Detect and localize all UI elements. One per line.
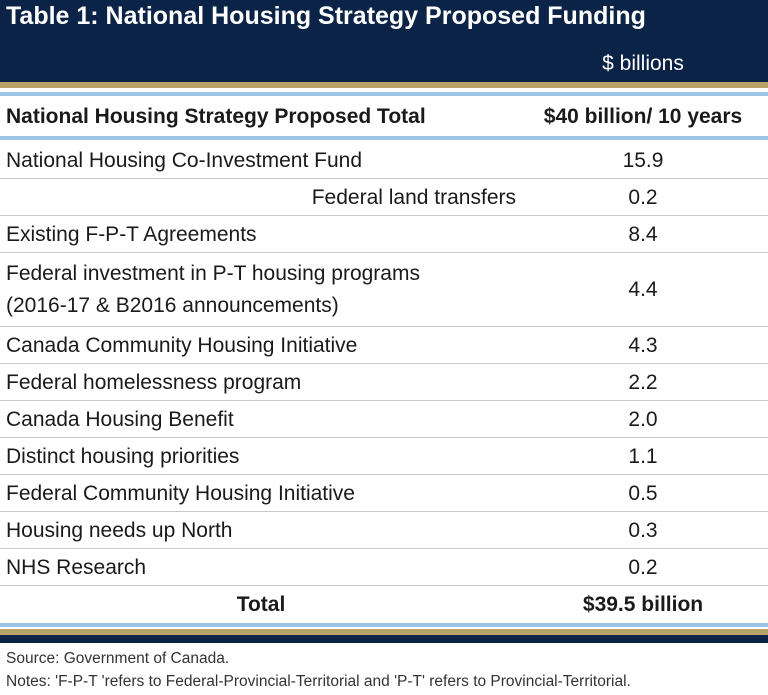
row-value: 4.3 bbox=[628, 333, 658, 357]
total-label: Total bbox=[236, 592, 286, 616]
footer-band bbox=[0, 635, 768, 643]
row-divider bbox=[0, 400, 768, 401]
row-divider bbox=[0, 511, 768, 512]
row-divider bbox=[0, 178, 768, 179]
total-value: $39.5 billion bbox=[582, 592, 704, 616]
title: Table 1: National Housing Strategy Propo… bbox=[6, 2, 646, 30]
row-label: Federal investment in P-T housing progra… bbox=[6, 262, 420, 317]
column-header: National Housing Strategy Proposed Total bbox=[6, 105, 426, 128]
row-label: Distinct housing priorities bbox=[6, 444, 240, 468]
row-value: 2.2 bbox=[628, 370, 658, 394]
gold-stripe bbox=[0, 629, 768, 635]
row-value: 0.5 bbox=[628, 481, 658, 505]
row-value: 8.4 bbox=[628, 222, 658, 246]
row-divider bbox=[0, 548, 768, 549]
column-header: $40 billion/ 10 years bbox=[543, 105, 743, 128]
unit-label: $ billions bbox=[602, 52, 684, 75]
row-divider bbox=[0, 363, 768, 364]
blue-stripe bbox=[0, 92, 768, 96]
blue-stripe bbox=[0, 136, 768, 140]
row-label: NHS Research bbox=[6, 555, 147, 579]
row-label: Canada Community Housing Initiative bbox=[6, 333, 358, 357]
row-label: Federal land transfers bbox=[311, 185, 516, 209]
blue-stripe bbox=[0, 623, 768, 627]
row-value: 15.9 bbox=[622, 148, 664, 172]
row-label: Canada Housing Benefit bbox=[6, 407, 234, 431]
source-note: Source: Government of Canada. bbox=[6, 650, 230, 667]
gold-stripe bbox=[0, 82, 768, 88]
row-label: Federal homelessness program bbox=[6, 370, 302, 394]
row-divider bbox=[0, 474, 768, 475]
row-divider bbox=[0, 252, 768, 253]
row-value: 0.3 bbox=[628, 518, 658, 542]
row-divider bbox=[0, 326, 768, 327]
row-value: 0.2 bbox=[628, 555, 658, 579]
row-value: 2.0 bbox=[628, 407, 658, 431]
row-divider bbox=[0, 437, 768, 438]
row-value: 4.4 bbox=[628, 278, 658, 301]
row-value: 1.1 bbox=[628, 444, 658, 468]
row-label: Housing needs up North bbox=[6, 518, 233, 542]
row-divider bbox=[0, 585, 768, 586]
footnote: Notes: 'F-P-T 'refers to Federal-Provinc… bbox=[6, 673, 631, 690]
row-divider bbox=[0, 215, 768, 216]
row-label: Federal Community Housing Initiative bbox=[6, 481, 355, 505]
row-value: 0.2 bbox=[628, 185, 658, 209]
header-band bbox=[0, 0, 768, 82]
row-label: National Housing Co-Investment Fund bbox=[6, 148, 363, 172]
row-label: Existing F-P-T Agreements bbox=[6, 222, 257, 246]
